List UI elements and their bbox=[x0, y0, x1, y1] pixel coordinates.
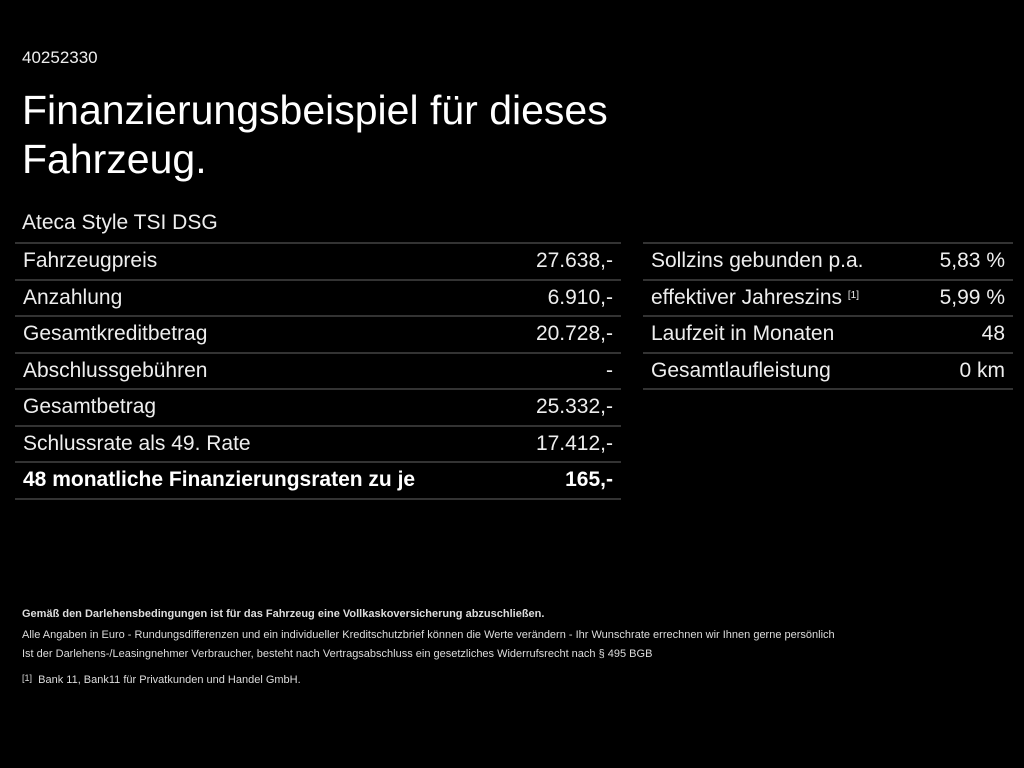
table-row: Schlussrate als 49. Rate 17.412,- bbox=[15, 424, 621, 462]
page-title: Finanzierungsbeispiel für dieses Fahrzeu… bbox=[22, 87, 608, 182]
row-value: 5,99 % bbox=[915, 278, 1013, 316]
table-row: Laufzeit in Monaten 48 bbox=[643, 315, 1013, 353]
row-value: 25.332,- bbox=[508, 388, 621, 426]
insurance-note: Gemäß den Darlehensbedingungen ist für d… bbox=[22, 608, 545, 620]
row-value: 17.412,- bbox=[508, 424, 621, 462]
euro-note: Alle Angaben in Euro - Rundungsdifferenz… bbox=[22, 629, 835, 641]
footnote-marker: [1] bbox=[22, 673, 33, 683]
row-label: 48 monatliche Finanzierungsraten zu je bbox=[15, 461, 509, 500]
row-label: Gesamtbetrag bbox=[15, 388, 509, 426]
vehicle-code: 40252330 bbox=[22, 48, 98, 67]
row-label: Anzahlung bbox=[15, 278, 509, 316]
row-value: 27.638,- bbox=[508, 242, 621, 280]
row-label: Laufzeit in Monaten bbox=[651, 322, 835, 346]
row-label: Gesamtlaufleistung bbox=[651, 358, 831, 382]
row-label: effektiver Jahreszins bbox=[651, 285, 843, 309]
bank-footnote: [1] Bank 11, Bank11 für Privatkunden und… bbox=[22, 673, 301, 686]
table-row: Fahrzeugpreis 27.638,- bbox=[15, 242, 621, 280]
table-row: Sollzins gebunden p.a. 5,83 % bbox=[643, 242, 1013, 280]
table-row: Anzahlung 6.910,- bbox=[15, 278, 621, 316]
row-value: 48 bbox=[915, 315, 1013, 353]
row-label: Fahrzeugpreis bbox=[15, 242, 509, 280]
row-label: Gesamtkreditbetrag bbox=[15, 315, 509, 353]
table-row: Gesamtlaufleistung 0 km bbox=[643, 351, 1013, 390]
financing-table: Fahrzeugpreis 27.638,- Anzahlung 6.910,- G… bbox=[15, 242, 621, 500]
row-label: Abschlussgebühren bbox=[15, 351, 509, 389]
footnote-text: Bank 11, Bank11 für Privatkunden und Han… bbox=[38, 674, 301, 686]
row-label: Sollzins gebunden p.a. bbox=[651, 249, 864, 273]
monthly-rate-row: 48 monatliche Finanzierungsraten zu je 16… bbox=[15, 461, 621, 500]
vehicle-model: Ateca Style TSI DSG bbox=[22, 211, 218, 234]
table-row: Gesamtkreditbetrag 20.728,- bbox=[15, 315, 621, 353]
row-value: 5,83 % bbox=[915, 242, 1013, 280]
row-label: Schlussrate als 49. Rate bbox=[15, 424, 509, 462]
row-value: 6.910,- bbox=[508, 278, 621, 316]
table-row: Gesamtbetrag 25.332,- bbox=[15, 388, 621, 426]
table-row: Abschlussgebühren - bbox=[15, 351, 621, 389]
row-value: 165,- bbox=[508, 461, 621, 500]
row-value: - bbox=[508, 351, 621, 389]
row-value: 20.728,- bbox=[508, 315, 621, 353]
footnote-ref: [1] bbox=[847, 289, 859, 301]
row-value: 0 km bbox=[915, 351, 1013, 390]
withdrawal-note: Ist der Darlehens-/Leasingnehmer Verbrau… bbox=[22, 648, 653, 660]
interest-table: Sollzins gebunden p.a. 5,83 % effektiver … bbox=[643, 242, 1013, 390]
table-row: effektiver Jahreszins [1] 5,99 % bbox=[643, 278, 1013, 316]
